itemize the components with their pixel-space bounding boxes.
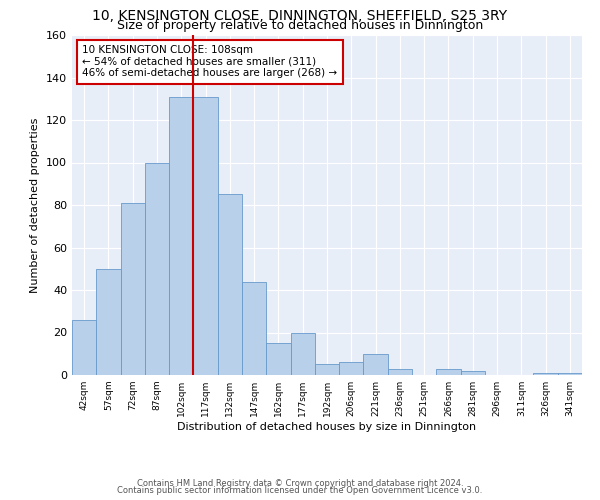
Bar: [242, 282, 266, 375]
Bar: [364, 354, 388, 375]
Bar: [121, 203, 145, 375]
Bar: [96, 269, 121, 375]
Bar: [436, 368, 461, 375]
Text: Contains public sector information licensed under the Open Government Licence v3: Contains public sector information licen…: [118, 486, 482, 495]
Bar: [193, 96, 218, 375]
Text: Contains HM Land Registry data © Crown copyright and database right 2024.: Contains HM Land Registry data © Crown c…: [137, 478, 463, 488]
Bar: [169, 96, 193, 375]
Bar: [290, 332, 315, 375]
Text: 10 KENSINGTON CLOSE: 108sqm
← 54% of detached houses are smaller (311)
46% of se: 10 KENSINGTON CLOSE: 108sqm ← 54% of det…: [82, 45, 337, 78]
Bar: [533, 373, 558, 375]
Text: 10, KENSINGTON CLOSE, DINNINGTON, SHEFFIELD, S25 3RY: 10, KENSINGTON CLOSE, DINNINGTON, SHEFFI…: [92, 9, 508, 23]
Bar: [266, 343, 290, 375]
Text: Size of property relative to detached houses in Dinnington: Size of property relative to detached ho…: [117, 19, 483, 32]
Bar: [218, 194, 242, 375]
Bar: [145, 162, 169, 375]
Bar: [339, 362, 364, 375]
Bar: [461, 371, 485, 375]
X-axis label: Distribution of detached houses by size in Dinnington: Distribution of detached houses by size …: [178, 422, 476, 432]
Bar: [388, 368, 412, 375]
Y-axis label: Number of detached properties: Number of detached properties: [31, 118, 40, 292]
Bar: [72, 320, 96, 375]
Bar: [558, 373, 582, 375]
Bar: [315, 364, 339, 375]
